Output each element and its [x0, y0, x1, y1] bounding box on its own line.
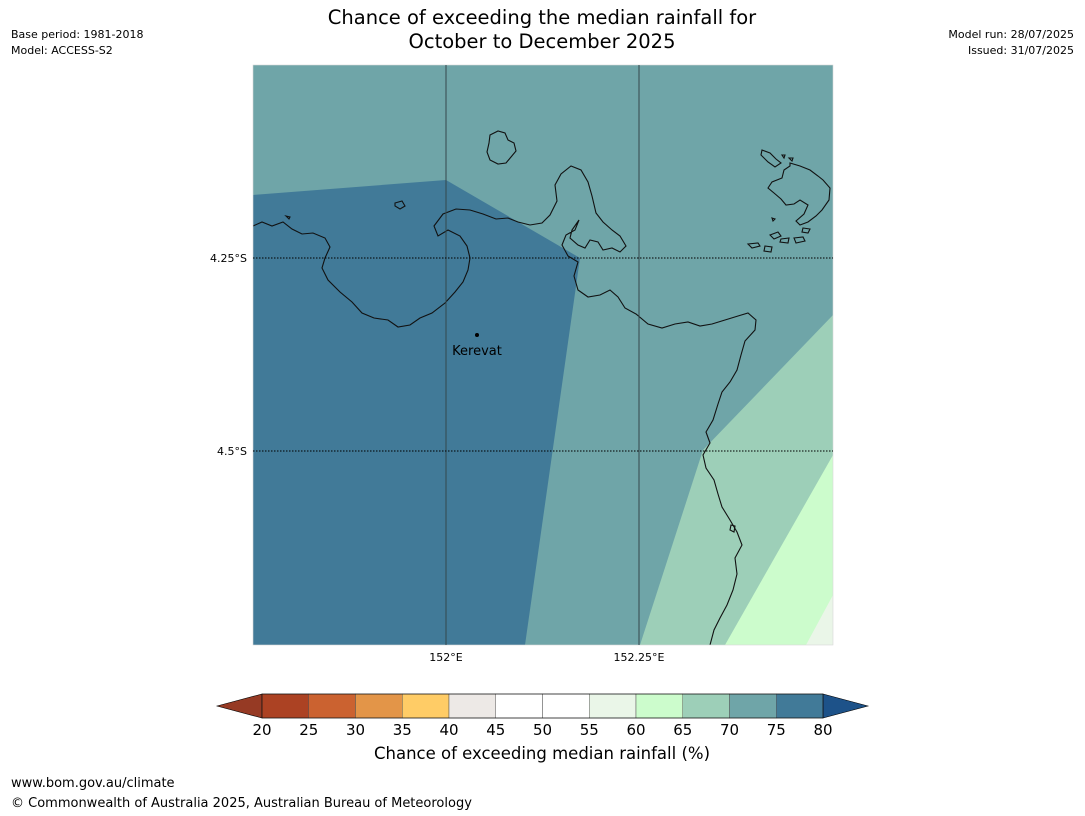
footer: www.bom.gov.au/climate © Commonwealth of… [11, 774, 472, 814]
colorbar-under-arrow [215, 693, 263, 719]
island-east-strip-1 [746, 242, 761, 249]
zone-75-80 [253, 180, 580, 645]
colorbar-segment [261, 693, 309, 719]
islet-5 [729, 524, 736, 533]
colorbar-segment [495, 693, 543, 719]
model-name: Model: ACCESS-S2 [11, 44, 113, 57]
place-label: Kerevat [452, 344, 502, 359]
map-frame [252, 64, 834, 646]
island-east-strip-3 [779, 237, 790, 244]
coastline-west [253, 165, 757, 645]
island-east-strip-6 [801, 227, 811, 234]
zone-55-60 [806, 595, 833, 645]
lon-label-152: 152°E [429, 651, 462, 664]
island-tiny-west [394, 200, 406, 210]
colorbar-tick-label: 40 [439, 721, 458, 739]
colorbar-tick-label: 65 [673, 721, 692, 739]
lat-label-4-5: 4.5°S [217, 445, 247, 458]
model-run: Model run: 28/07/2025 [948, 28, 1074, 41]
colorbar-segment [355, 693, 403, 719]
colorbar-segment [402, 693, 450, 719]
islet-2 [771, 217, 777, 223]
forecast-map: 4.25°S 4.5°S 152°E 152.25°E Kerevat [210, 64, 834, 664]
colorbar-segment [729, 693, 777, 719]
colorbar-ticks: 20 25 30 35 40 45 50 55 60 65 70 75 80 [252, 721, 832, 739]
lat-label-4-25: 4.25°S [210, 252, 247, 265]
island-north-small [486, 130, 517, 165]
base-period: Base period: 1981-2018 [11, 28, 144, 41]
colorbar-segment [589, 693, 637, 719]
colorbar-tick-label: 35 [393, 721, 412, 739]
colorbar-tick-label: 30 [346, 721, 365, 739]
lon-label-152-25: 152.25°E [614, 651, 665, 664]
colorbar-tick-label: 45 [486, 721, 505, 739]
title-line-1: Chance of exceeding the median rainfall … [327, 6, 757, 29]
colorbar-outline [261, 693, 824, 719]
colorbar-segments [261, 693, 824, 719]
islet-1 [284, 214, 291, 220]
colorbar-tick-label: 75 [767, 721, 786, 739]
colorbar-segment [542, 693, 590, 719]
place-marker [475, 333, 479, 337]
issued-date: Issued: 31/07/2025 [967, 44, 1074, 57]
colorbar-over-arrow [822, 693, 870, 719]
islet-4 [787, 157, 794, 163]
graticule [253, 65, 833, 645]
map-title: Chance of exceeding the median rainfall … [242, 6, 842, 54]
island-east-strip-2 [763, 245, 773, 253]
colorbar-segment [308, 693, 356, 719]
website-link[interactable]: www.bom.gov.au/climate [11, 776, 175, 791]
island-east-large [767, 162, 831, 226]
colorbar-segment [682, 693, 730, 719]
colorbar-label: Chance of exceeding median rainfall (%) [373, 744, 711, 763]
colorbar-tick-label: 55 [580, 721, 599, 739]
colorbar-tick-label: 70 [720, 721, 739, 739]
title-line-2: October to December 2025 [408, 30, 676, 53]
colorbar-segment [448, 693, 496, 719]
island-east-group [760, 149, 782, 168]
colorbar-segment [776, 693, 824, 719]
copyright: © Commonwealth of Australia 2025, Austra… [11, 796, 472, 811]
islet-3 [780, 154, 786, 160]
island-east-strip-5 [769, 231, 782, 240]
colorbar-tick-label: 25 [299, 721, 318, 739]
island-east-strip-4 [793, 236, 806, 244]
colorbar-tick-label: 60 [626, 721, 645, 739]
coastline [253, 130, 831, 645]
colorbar-tick-label: 50 [533, 721, 552, 739]
colorbar-tick-label: 20 [252, 721, 271, 739]
meta-left: Base period: 1981-2018 Model: ACCESS-S2 [11, 27, 143, 59]
zone-60-65 [725, 455, 833, 645]
meta-right: Model run: 28/07/2025 Issued: 31/07/2025 [948, 27, 1074, 59]
colorbar-tick-label: 80 [813, 721, 832, 739]
colorbar-segment [635, 693, 683, 719]
